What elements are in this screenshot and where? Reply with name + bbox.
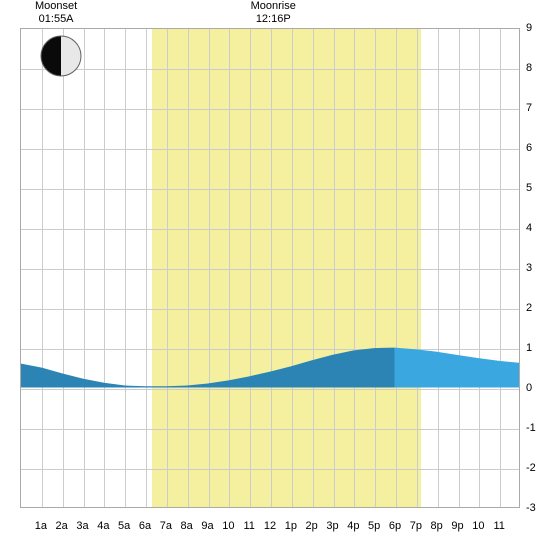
y-tick-label: 1 — [526, 342, 532, 354]
x-tick-label: 6p — [389, 520, 401, 532]
moonrise-label: Moonrise 12:16P — [251, 0, 296, 26]
x-tick-label: 9p — [451, 520, 463, 532]
x-tick-label: 11 — [493, 520, 504, 532]
moonset-label: Moonset 01:55A — [35, 0, 77, 26]
y-tick-label: -1 — [526, 422, 536, 434]
plot-area — [20, 28, 520, 508]
x-tick-label: 3a — [76, 520, 88, 532]
x-tick-label: 3p — [326, 520, 338, 532]
tide-chart: Moonset 01:55A Moonrise 12:16P -3 -2 -1 0 1 — [0, 0, 550, 550]
y-tick-label: 3 — [526, 262, 532, 274]
x-tick-label: 12 — [264, 520, 276, 532]
y-tick-label: -3 — [526, 502, 536, 514]
moonset-time: 01:55A — [35, 13, 77, 26]
x-tick-label: 4p — [347, 520, 359, 532]
y-tick-label: 5 — [526, 182, 532, 194]
tide-area — [21, 29, 519, 507]
moonset-text: Moonset — [35, 0, 77, 13]
x-tick-label: 2a — [56, 520, 68, 532]
x-tick-label: 4a — [97, 520, 109, 532]
x-tick-label: 6a — [139, 520, 151, 532]
y-tick-label: 8 — [526, 62, 532, 74]
y-tick-label: -2 — [526, 462, 536, 474]
moonrise-time: 12:16P — [251, 13, 296, 26]
y-tick-label: 9 — [526, 22, 532, 34]
y-tick-label: 6 — [526, 142, 532, 154]
moonrise-text: Moonrise — [251, 0, 296, 13]
x-tick-label: 5a — [118, 520, 130, 532]
y-tick-label: 4 — [526, 222, 532, 234]
x-tick-label: 8a — [181, 520, 193, 532]
x-tick-label: 5p — [368, 520, 380, 532]
x-tick-label: 1p — [285, 520, 297, 532]
y-tick-label: 7 — [526, 102, 532, 114]
x-tick-label: 8p — [431, 520, 443, 532]
x-tick-label: 2p — [306, 520, 318, 532]
y-tick-label: 2 — [526, 302, 532, 314]
moon-phase-icon — [40, 35, 82, 77]
x-tick-label: 10 — [222, 520, 234, 532]
x-tick-label: 10 — [472, 520, 484, 532]
x-tick-label: 7p — [410, 520, 422, 532]
tide-fill-light — [395, 348, 520, 388]
x-tick-label: 11 — [243, 520, 254, 532]
x-tick-label: 9a — [201, 520, 213, 532]
x-tick-label: 7a — [160, 520, 172, 532]
x-tick-label: 1a — [35, 520, 47, 532]
header-labels: Moonset 01:55A Moonrise 12:16P — [0, 0, 550, 28]
tide-fill-dark — [21, 348, 395, 388]
y-tick-label: 0 — [526, 382, 532, 394]
